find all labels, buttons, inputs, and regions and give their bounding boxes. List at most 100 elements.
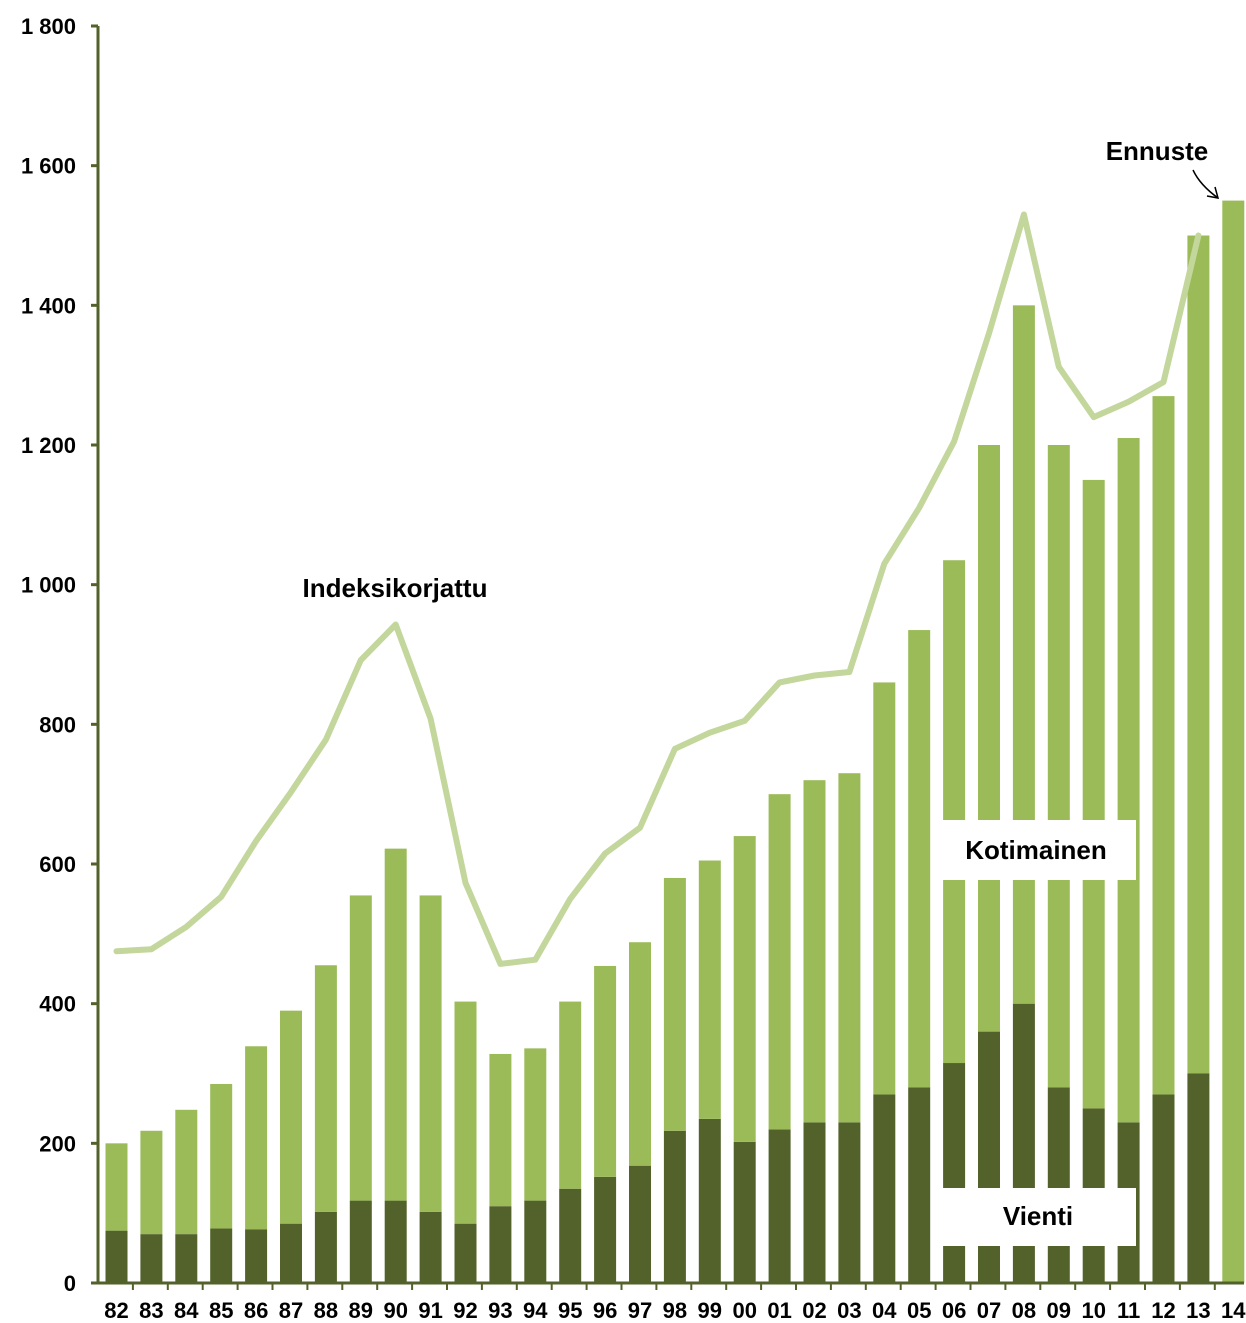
line-point-03 [848, 671, 850, 673]
x-tick-label: 00 [732, 1298, 756, 1323]
bar-kotimainen-86 [245, 1046, 268, 1230]
bar-vienti-02 [803, 1122, 826, 1283]
bar-vienti-94 [524, 1200, 547, 1283]
bar-ennuste-14 [1222, 200, 1245, 1283]
bar-vienti-99 [698, 1118, 721, 1283]
bar-kotimainen-07 [978, 445, 1000, 1032]
bar-kotimainen-93 [489, 1053, 512, 1207]
line-point-84 [185, 926, 187, 928]
bar-kotimainen-09 [1047, 445, 1070, 1088]
line-point-96 [604, 853, 606, 855]
x-tick-label: 94 [523, 1298, 548, 1323]
bar-vienti-85 [210, 1228, 233, 1283]
x-tick-label: 82 [104, 1298, 128, 1323]
line-point-83 [150, 948, 152, 950]
x-tick-label: 06 [942, 1298, 966, 1323]
y-tick-label: 1 400 [21, 293, 76, 318]
line-point-91 [430, 718, 432, 720]
y-tick-label: 1 000 [21, 573, 76, 598]
x-tick-label: 90 [383, 1298, 407, 1323]
x-tick-label: 86 [244, 1298, 268, 1323]
x-tick-label: 09 [1047, 1298, 1071, 1323]
y-tick-label: 600 [39, 852, 76, 877]
bar-kotimainen-91 [419, 895, 442, 1212]
axes [91, 24, 1244, 1290]
bar-vienti-00 [733, 1141, 756, 1283]
bar-vienti-98 [663, 1130, 686, 1283]
bar-vienti-09 [1047, 1087, 1070, 1283]
x-tick-label: 97 [628, 1298, 652, 1323]
x-tick-label: 84 [174, 1298, 199, 1323]
bar-vienti-95 [559, 1188, 582, 1283]
bar-kotimainen-87 [280, 1010, 302, 1224]
x-tick-label: 07 [977, 1298, 1001, 1323]
x-tick-label: 99 [698, 1298, 722, 1323]
bar-vienti-84 [175, 1234, 198, 1283]
vienti-label-box [938, 1188, 1136, 1246]
bar-kotimainen-01 [768, 794, 791, 1130]
bar-kotimainen-92 [454, 1001, 477, 1224]
x-tick-label: 85 [209, 1298, 233, 1323]
bar-kotimainen-83 [140, 1130, 163, 1235]
bar-vienti-97 [629, 1165, 651, 1283]
x-tick-label: 13 [1186, 1298, 1210, 1323]
line-point-89 [360, 659, 362, 661]
bar-vienti-82 [105, 1230, 128, 1283]
bar-vienti-93 [489, 1206, 512, 1283]
annotation-kotimainen: Kotimainen [965, 835, 1107, 865]
line-point-05 [918, 507, 920, 509]
x-tick-label: 14 [1221, 1298, 1246, 1323]
line-point-85 [220, 896, 222, 898]
y-tick-label: 0 [64, 1271, 76, 1296]
bar-kotimainen-12 [1152, 396, 1175, 1095]
x-tick-label: 08 [1012, 1298, 1036, 1323]
x-tick-labels: 82 83 84 85 86 87 88 89 90 91 92 93 94 95 96 97 98 99 00 01… [104, 1298, 1246, 1323]
bar-vienti-83 [140, 1234, 163, 1283]
bar-kotimainen-95 [559, 1001, 582, 1189]
annotation-vienti: Vienti [1003, 1201, 1073, 1231]
label-masks [938, 820, 1136, 1246]
line-point-09 [1058, 366, 1060, 368]
bar-kotimainen-82 [105, 1143, 128, 1231]
line-point-01 [779, 681, 781, 683]
line-point-00 [744, 720, 746, 722]
bar-kotimainen-99 [698, 860, 721, 1119]
x-tick-label: 88 [314, 1298, 338, 1323]
line-point-88 [325, 739, 327, 741]
x-tick-label: 01 [767, 1298, 791, 1323]
line-point-86 [255, 840, 257, 842]
line-point-10 [1093, 416, 1095, 418]
x-tick-label: 95 [558, 1298, 582, 1323]
y-tick-label: 400 [39, 992, 76, 1017]
bar-vienti-12 [1152, 1094, 1175, 1283]
line-point-94 [534, 959, 536, 961]
bar-vienti-96 [594, 1176, 617, 1283]
bar-kotimainen-10 [1082, 479, 1105, 1109]
line-point-07 [988, 332, 990, 334]
bar-kotimainen-11 [1117, 438, 1140, 1123]
bar-vienti-92 [454, 1223, 477, 1283]
x-tick-label: 10 [1081, 1298, 1105, 1323]
line-layer [113, 211, 1202, 967]
line-indeksikorjattu [113, 211, 1202, 967]
bar-vienti-13 [1187, 1073, 1210, 1283]
x-tick-label: 87 [279, 1298, 303, 1323]
x-tick-label: 83 [139, 1298, 163, 1323]
annotation-indeksikorjattu: Indeksikorjattu [303, 573, 488, 603]
bar-vienti-87 [280, 1223, 302, 1283]
bar-kotimainen-96 [594, 965, 617, 1177]
bar-vienti-03 [838, 1122, 861, 1283]
bar-kotimainen-94 [524, 1048, 547, 1201]
bar-vienti-01 [768, 1129, 791, 1283]
bar-vienti-89 [349, 1200, 372, 1283]
line-point-02 [814, 674, 815, 676]
line-point-98 [674, 748, 676, 750]
y-tick-label: 200 [39, 1131, 76, 1156]
line-point-99 [709, 732, 711, 734]
x-tick-label: 04 [872, 1298, 897, 1323]
x-tick-label: 02 [802, 1298, 826, 1323]
x-tick-label: 12 [1151, 1298, 1175, 1323]
ennuste-arrow [1192, 169, 1219, 199]
bar-kotimainen-02 [803, 780, 826, 1123]
